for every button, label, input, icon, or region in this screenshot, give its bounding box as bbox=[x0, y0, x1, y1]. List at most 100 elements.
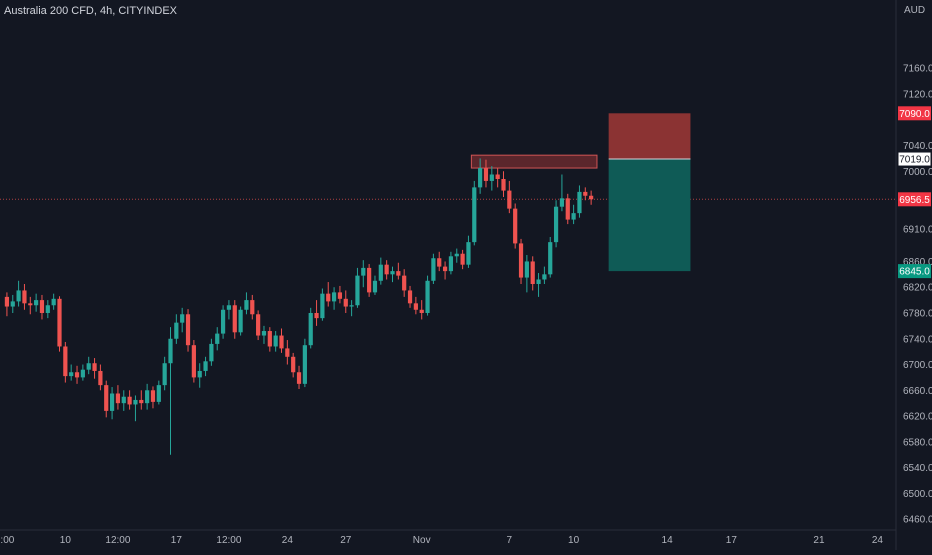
candle-body bbox=[454, 253, 459, 257]
candle-body bbox=[296, 372, 302, 384]
candle bbox=[337, 285, 343, 304]
candle-body bbox=[518, 243, 524, 278]
price-tag-label: 7019.0 bbox=[899, 155, 930, 166]
candle-body bbox=[501, 179, 506, 191]
y-tick-label: 6910.0 bbox=[903, 225, 932, 236]
candle-body bbox=[238, 309, 243, 333]
candle bbox=[448, 251, 454, 275]
price-tag-stop: 7090.0 bbox=[898, 106, 931, 121]
candle-body bbox=[548, 242, 553, 275]
chart-title: Australia 200 CFD, 4h, CITYINDEX bbox=[4, 5, 178, 17]
candle-body bbox=[507, 190, 512, 209]
candle bbox=[559, 174, 565, 212]
candle bbox=[384, 260, 389, 280]
y-tick-label: 6740.0 bbox=[903, 334, 932, 345]
candle bbox=[69, 364, 74, 381]
candle bbox=[548, 236, 553, 278]
candle bbox=[577, 185, 582, 218]
x-tick-label: 24 bbox=[872, 535, 884, 546]
candle-body bbox=[355, 275, 360, 306]
candle bbox=[28, 296, 33, 315]
candle bbox=[98, 364, 103, 391]
y-tick-label: 6460.0 bbox=[903, 515, 932, 526]
candle-body bbox=[320, 293, 325, 319]
candle-body bbox=[4, 296, 10, 307]
candle bbox=[121, 390, 126, 411]
time-axis[interactable]: 2:00 10 12:00 17 12:00 24 27 Nov 7 10 14 17 21 24 bbox=[0, 529, 896, 546]
candle-body bbox=[261, 331, 267, 336]
candle bbox=[174, 314, 179, 344]
resistance-rectangle[interactable] bbox=[470, 154, 598, 169]
candle bbox=[133, 395, 138, 422]
x-tick-label: Nov bbox=[413, 535, 431, 546]
candle bbox=[244, 292, 249, 315]
candle bbox=[92, 358, 97, 379]
candle bbox=[343, 290, 348, 313]
candle bbox=[489, 166, 494, 191]
stop-loss-zone[interactable] bbox=[608, 113, 691, 160]
y-tick-label: 6700.0 bbox=[903, 360, 932, 371]
resistance-zone[interactable] bbox=[0, 154, 896, 200]
price-tag-label: 6845.0 bbox=[899, 267, 930, 278]
candle-body bbox=[86, 363, 91, 370]
candle bbox=[390, 266, 395, 283]
candle-body bbox=[285, 348, 290, 357]
candle bbox=[302, 338, 307, 388]
candle bbox=[256, 310, 261, 341]
x-tick-label: 21 bbox=[813, 535, 825, 546]
candle bbox=[501, 171, 506, 198]
candle bbox=[39, 294, 45, 320]
y-tick-label: 7000.0 bbox=[903, 167, 932, 178]
candle-body bbox=[180, 314, 185, 323]
candle-body bbox=[109, 393, 115, 411]
candle bbox=[34, 293, 39, 312]
candle bbox=[86, 356, 91, 375]
candle-body bbox=[150, 390, 156, 402]
candle bbox=[349, 300, 354, 317]
candle-body bbox=[349, 305, 354, 307]
candle bbox=[483, 159, 489, 188]
candle bbox=[220, 305, 226, 339]
y-tick-label: 6780.0 bbox=[903, 308, 932, 319]
price-tag-box bbox=[897, 151, 932, 167]
candle-body bbox=[378, 264, 383, 281]
short-position-tool[interactable] bbox=[608, 113, 691, 272]
candle bbox=[565, 193, 570, 225]
candle bbox=[139, 390, 144, 410]
y-tick-label: 6580.0 bbox=[903, 437, 932, 448]
price-tag-box bbox=[898, 192, 931, 207]
candle bbox=[4, 292, 10, 317]
candle bbox=[185, 309, 191, 352]
candle-body bbox=[524, 261, 529, 278]
price-tag-box bbox=[898, 106, 931, 121]
candle bbox=[507, 180, 512, 214]
x-tick-label: 27 bbox=[340, 535, 352, 546]
candle-body bbox=[577, 191, 582, 214]
candle bbox=[396, 262, 401, 280]
y-tick-label: 6820.0 bbox=[903, 283, 932, 294]
candle bbox=[57, 296, 62, 352]
candle bbox=[437, 251, 442, 272]
candle-body bbox=[191, 345, 196, 378]
candle-body bbox=[367, 267, 372, 293]
candle bbox=[162, 356, 167, 391]
candle-body bbox=[390, 271, 395, 275]
candle-body bbox=[209, 343, 214, 362]
x-tick-label: 10 bbox=[568, 535, 580, 546]
candle-body bbox=[478, 168, 483, 188]
price-tag-target: 6845.0 bbox=[898, 264, 931, 279]
candle-body bbox=[437, 258, 442, 267]
x-tick-label: 14 bbox=[662, 535, 674, 546]
candle-body bbox=[466, 242, 471, 265]
x-tick-label: 17 bbox=[726, 535, 738, 546]
candle-body bbox=[396, 271, 401, 276]
candle-body bbox=[226, 305, 232, 310]
take-profit-zone[interactable] bbox=[608, 159, 691, 272]
price-axis[interactable]: 7160.0 7120.0 7040.0 7000.0 6910.0 6860.0 6820… bbox=[895, 0, 932, 550]
candle-body bbox=[384, 264, 389, 275]
candle-body bbox=[256, 314, 261, 336]
x-tick-label: 12:00 bbox=[105, 535, 130, 546]
candle bbox=[197, 363, 202, 388]
